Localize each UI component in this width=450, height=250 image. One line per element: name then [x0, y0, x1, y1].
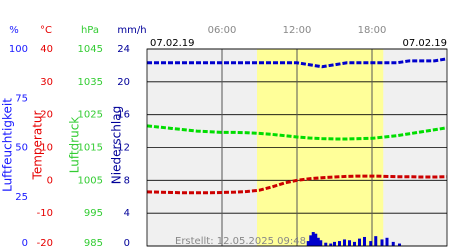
x-tick-label: 18:00 — [358, 25, 387, 36]
y-tick-label: 995 — [84, 208, 103, 219]
y-tick-label: 50 — [15, 143, 28, 154]
precipitation-bar — [358, 238, 361, 246]
x-tick-label: 12:00 — [283, 25, 312, 36]
y-tick-label: 25 — [15, 192, 28, 203]
precipitation-bar — [398, 243, 401, 246]
y-tick-label: 75 — [15, 93, 28, 104]
y-tick-label: 40 — [40, 44, 53, 55]
y-tick-label: 4 — [124, 208, 130, 219]
precipitation-bar — [311, 232, 315, 246]
y-tick-label: 1005 — [78, 175, 103, 186]
precipitation-bar — [348, 240, 351, 246]
y-tick-label: -10 — [37, 208, 53, 219]
y-tick-label: 0 — [47, 175, 53, 186]
plot-border — [146, 48, 448, 247]
y-tick-label: 1035 — [78, 77, 103, 88]
y-tick-label: 20 — [40, 110, 53, 121]
axis-title: Luftdruck — [68, 117, 82, 174]
created-note: Erstellt: 12.05.2025 09:48 — [175, 236, 306, 247]
axis-unit: mm/h — [117, 25, 146, 36]
y-tick-label: 0 — [124, 238, 130, 249]
y-tick-label: 20 — [117, 77, 130, 88]
precipitation-bar — [374, 236, 378, 246]
axis-unit: hPa — [81, 25, 99, 36]
x-tick-label: 06:00 — [208, 25, 237, 36]
axis-title: Temperatur — [31, 110, 45, 180]
y-tick-label: 0 — [22, 238, 28, 249]
series-line — [146, 174, 448, 195]
date-right: 07.02.19 — [402, 38, 447, 49]
y-tick-label: 30 — [40, 77, 53, 88]
precipitation-bar — [338, 241, 341, 246]
axis-unit: % — [9, 25, 19, 36]
precipitation-bar — [391, 241, 395, 246]
series-line — [147, 57, 448, 69]
y-tick-label: 1045 — [78, 44, 103, 55]
y-tick-label: 24 — [117, 44, 130, 55]
y-tick-label: -20 — [37, 238, 53, 249]
y-tick-label: 8 — [124, 175, 130, 186]
precipitation-bar — [343, 239, 346, 246]
series-line — [146, 124, 448, 141]
y-tick-label: 985 — [84, 238, 103, 249]
y-tick-label: 10 — [40, 143, 53, 154]
precipitation-bar — [333, 241, 336, 246]
precipitation-bar — [363, 236, 366, 246]
axis-title: Niederschlag — [110, 106, 124, 184]
precipitation-bar — [329, 243, 333, 246]
y-tick-label: 16 — [117, 110, 130, 121]
axis-unit: °C — [40, 25, 52, 36]
precipitation-bar — [316, 237, 320, 246]
y-tick-label: 1015 — [78, 143, 103, 154]
precipitation-bar — [385, 237, 389, 246]
precipitation-bar — [324, 242, 328, 246]
y-tick-label: 1025 — [78, 110, 103, 121]
y-tick-label: 100 — [9, 44, 28, 55]
precipitation-bar — [380, 239, 384, 246]
precipitation-bar — [309, 235, 313, 246]
precipitation-bar — [319, 240, 323, 246]
precipitation-bar — [306, 241, 310, 246]
precipitation-bar — [314, 233, 318, 246]
axis-title: Luftfeuchtigkeit — [1, 98, 15, 192]
precipitation-bar — [353, 241, 356, 246]
date-left: 07.02.19 — [150, 38, 195, 49]
precipitation-bar — [369, 241, 373, 246]
y-tick-label: 12 — [117, 143, 130, 154]
